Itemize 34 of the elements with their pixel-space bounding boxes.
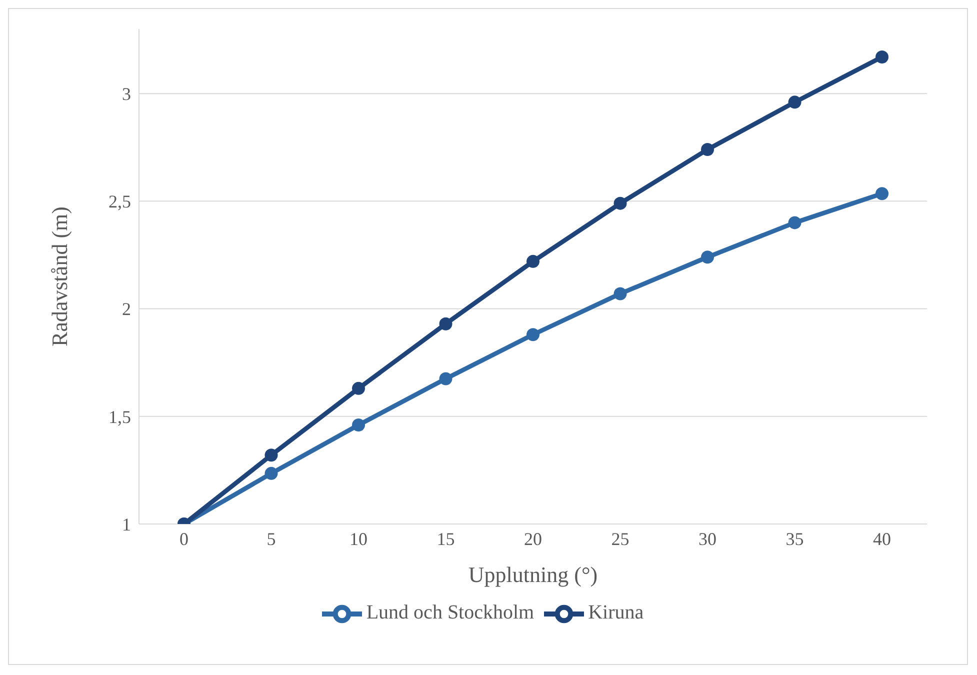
point xyxy=(352,382,365,395)
y-tick-label: 3 xyxy=(122,84,131,104)
point xyxy=(526,328,540,342)
point xyxy=(701,143,714,156)
y-tick-label: 1 xyxy=(122,514,131,534)
x-axis-title: Upplutning (°) xyxy=(468,562,598,587)
legend-label: Kiruna xyxy=(588,602,644,624)
point xyxy=(526,254,540,268)
point xyxy=(264,448,278,462)
x-tick-label: 10 xyxy=(350,528,368,549)
point xyxy=(788,96,802,109)
point xyxy=(614,196,627,210)
y-axis-title: Radavstånd (m) xyxy=(46,206,72,346)
point xyxy=(352,418,365,432)
y-tick-label: 1,5 xyxy=(108,406,131,427)
point xyxy=(876,187,888,200)
point xyxy=(264,466,278,480)
point xyxy=(614,287,627,300)
x-tick-label: 40 xyxy=(873,528,891,549)
x-tick-label: 0 xyxy=(180,528,188,549)
point xyxy=(701,250,714,264)
x-tick-label: 5 xyxy=(266,528,276,549)
point xyxy=(439,317,452,330)
x-tick-label: 20 xyxy=(524,528,542,549)
point xyxy=(876,50,888,64)
y-tick-label: 2 xyxy=(122,299,131,320)
point xyxy=(788,216,802,230)
y-tick-label: 2,5 xyxy=(108,192,131,212)
x-tick-label: 25 xyxy=(611,528,630,549)
x-tick-label: 15 xyxy=(436,528,455,549)
legend-label: Lund och Stockholm xyxy=(366,602,534,624)
x-tick-label: 30 xyxy=(698,528,716,549)
point xyxy=(439,372,452,386)
x-tick-label: 35 xyxy=(786,528,804,549)
